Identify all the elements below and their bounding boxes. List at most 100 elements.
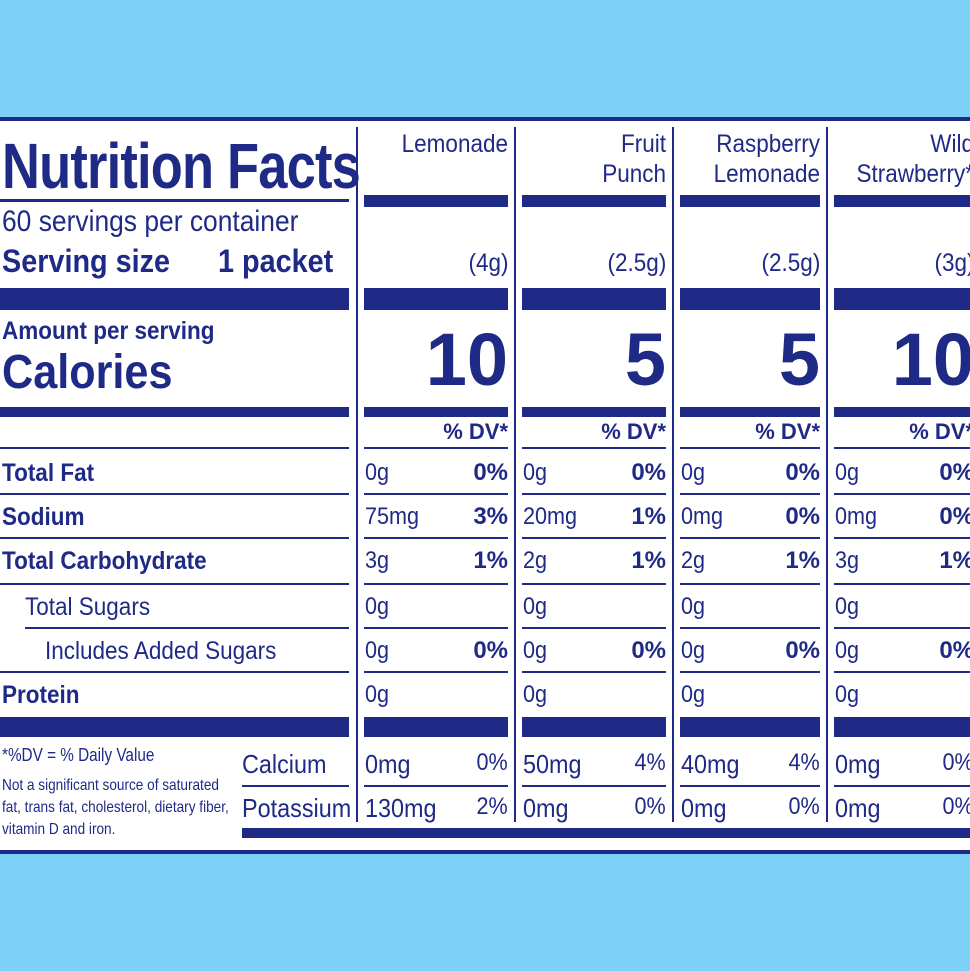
nutrient-amount: 0g	[835, 637, 860, 664]
calories-label: Calories	[2, 346, 173, 399]
row-rule	[680, 785, 820, 787]
row-rule	[680, 671, 820, 673]
flavor-name: Wild Strawberry*	[856, 130, 970, 188]
nutrient-amount: 3g	[365, 547, 390, 574]
nutrient-dv: 0%	[631, 637, 666, 664]
title-rule	[0, 199, 349, 202]
nutrient-amount: 0g	[681, 593, 706, 620]
row-rule	[25, 627, 349, 629]
flavor-serving-weight: (4g)	[467, 249, 508, 277]
nutrition-facts-title: Nutrition Facts	[2, 130, 361, 202]
potassium-amount: 0mg	[523, 793, 569, 823]
nutrient-dv: 1%	[631, 503, 666, 530]
row-rule	[834, 493, 970, 495]
nutrient-dv: 0%	[473, 637, 508, 664]
nutrient-amount: 0g	[835, 681, 860, 708]
flavor-thick-rule	[680, 288, 820, 310]
nutrient-dv: 0%	[939, 503, 970, 530]
flavor-rule	[364, 195, 508, 207]
row-rule	[0, 671, 349, 673]
nutrient-total-fat: Total Fat	[2, 459, 95, 487]
row-rule	[522, 447, 666, 449]
nutrient-dv: 0%	[473, 459, 508, 486]
nutrient-dv: 0%	[939, 459, 970, 486]
flavor-serving-weight: (2.5g)	[607, 249, 666, 277]
serving-size-label: Serving size	[2, 243, 171, 279]
dv-header: % DV*	[755, 419, 820, 444]
nutrient-amount: 0g	[523, 593, 548, 620]
column-divider	[826, 127, 828, 822]
servings-per-container: 60 servings per container	[2, 205, 299, 238]
nutrient-dv: 3%	[473, 503, 508, 530]
calcium-dv: 4%	[788, 749, 820, 776]
row-rule	[834, 627, 970, 629]
row-rule	[364, 583, 508, 585]
potassium-dv: 0%	[942, 793, 970, 820]
nutrient-amount: 0g	[523, 459, 548, 486]
calcium-amount: 0mg	[365, 749, 411, 779]
calcium-amount: 40mg	[681, 749, 740, 779]
column-divider	[356, 127, 358, 822]
mineral-potassium: Potassium	[242, 793, 352, 823]
nutrient-amount: 0mg	[835, 503, 878, 530]
row-rule	[0, 493, 349, 495]
nutrient-amount: 3g	[835, 547, 860, 574]
row-rule	[522, 671, 666, 673]
nutrient-dv: 0%	[939, 637, 970, 664]
potassium-dv: 0%	[788, 793, 820, 820]
nutrient-dv: 0%	[785, 637, 820, 664]
flavor-thick-rule	[522, 407, 666, 417]
flavor-thick-rule	[834, 407, 970, 417]
nutrient-total-carbohydrate: Total Carbohydrate	[2, 547, 207, 575]
thick-rule-3	[0, 717, 349, 737]
nutrient-dv: 0%	[785, 503, 820, 530]
row-rule	[0, 537, 349, 539]
row-rule	[522, 627, 666, 629]
row-rule	[680, 627, 820, 629]
nutrient-dv: 0%	[631, 459, 666, 486]
row-rule	[680, 537, 820, 539]
dv-header: % DV*	[443, 419, 508, 444]
potassium-amount: 0mg	[681, 793, 727, 823]
nutrient-amount: 0g	[365, 593, 390, 620]
nutrient-protein: Protein	[2, 681, 80, 709]
nutrient-amount: 0g	[523, 637, 548, 664]
flavor-serving-weight: (2.5g)	[761, 249, 820, 277]
nutrient-amount: 0g	[681, 637, 706, 664]
row-rule	[364, 493, 508, 495]
thick-rule-1	[0, 288, 349, 310]
row-rule	[364, 537, 508, 539]
flavor-name: Lemonade	[401, 130, 508, 158]
nutrient-amount: 0g	[365, 637, 390, 664]
row-rule	[834, 785, 970, 787]
flavor-rule	[834, 195, 970, 207]
nutrient-amount: 0g	[681, 681, 706, 708]
row-rule	[0, 447, 349, 449]
nutrition-facts-panel: Nutrition Facts 60 servings per containe…	[0, 117, 970, 854]
calcium-amount: 50mg	[523, 749, 582, 779]
flavor-serving-weight: (3g)	[933, 249, 970, 277]
row-rule	[364, 447, 508, 449]
calcium-dv: 0%	[942, 749, 970, 776]
nutrient-dv: 1%	[473, 547, 508, 574]
row-rule	[522, 785, 666, 787]
flavor-rule	[522, 195, 666, 207]
calcium-amount: 0mg	[835, 749, 881, 779]
flavor-thick-rule	[364, 717, 508, 737]
flavor-calories: 10	[891, 318, 970, 401]
nutrient-dv: 1%	[939, 547, 970, 574]
not-significant-source-note: Not a significant source of saturated fa…	[2, 777, 229, 838]
row-rule	[522, 583, 666, 585]
flavor-calories: 10	[425, 318, 508, 401]
column-divider	[514, 127, 516, 822]
nutrient-amount: 0g	[835, 593, 860, 620]
flavor-thick-rule	[522, 288, 666, 310]
nutrient-added-sugars: Includes Added Sugars	[45, 637, 277, 665]
nutrient-amount: 0g	[365, 681, 390, 708]
serving-size-value: 1 packet	[218, 243, 334, 279]
flavor-thick-rule	[364, 288, 508, 310]
bottom-rule	[242, 828, 970, 838]
flavor-thick-rule	[680, 717, 820, 737]
flavor-calories: 5	[778, 318, 820, 401]
flavor-name: Fruit Punch	[602, 130, 666, 188]
